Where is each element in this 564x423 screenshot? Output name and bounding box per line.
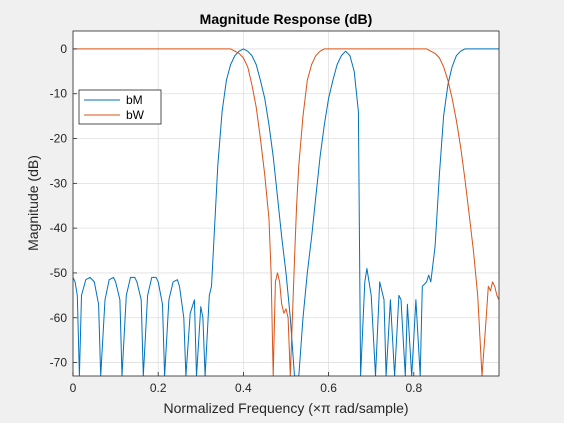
x-tick-label: 0.8 (405, 381, 422, 395)
x-tick-label: 0 (70, 381, 77, 395)
chart-title: Magnitude Response (dB) (200, 11, 373, 27)
y-tick-label: -60 (50, 311, 68, 325)
x-tick-label: 0.4 (235, 381, 252, 395)
legend-label-bw: bW (126, 108, 145, 122)
legend[interactable]: bM bW (78, 89, 162, 125)
x-tick-label: 0.2 (150, 381, 167, 395)
y-tick-label: -10 (50, 87, 68, 101)
y-tick-label: -20 (50, 132, 68, 146)
y-tick-label: -70 (50, 356, 68, 370)
x-axis-label: Normalized Frequency (×π rad/sample) (163, 400, 408, 416)
series-line-bm (73, 48, 499, 376)
series-layer (73, 48, 499, 376)
x-axis: 0 0.2 0.4 0.6 0.8 (70, 372, 422, 395)
legend-label-bm: bM (126, 93, 143, 107)
y-tick-label: -40 (50, 221, 68, 235)
y-tick-label: -50 (50, 266, 68, 280)
y-axis: 0 -10 -20 -30 -40 -50 -60 -70 (50, 42, 77, 370)
y-tick-label: 0 (60, 42, 67, 56)
legend-box (78, 89, 162, 125)
x-tick-label: 0.6 (320, 381, 337, 395)
y-tick-label: -30 (50, 176, 68, 190)
plot-area (73, 31, 499, 376)
series-line-bw (73, 48, 499, 376)
y-axis-label: Magnitude (dB) (25, 155, 41, 251)
plot-frame (72, 30, 500, 377)
